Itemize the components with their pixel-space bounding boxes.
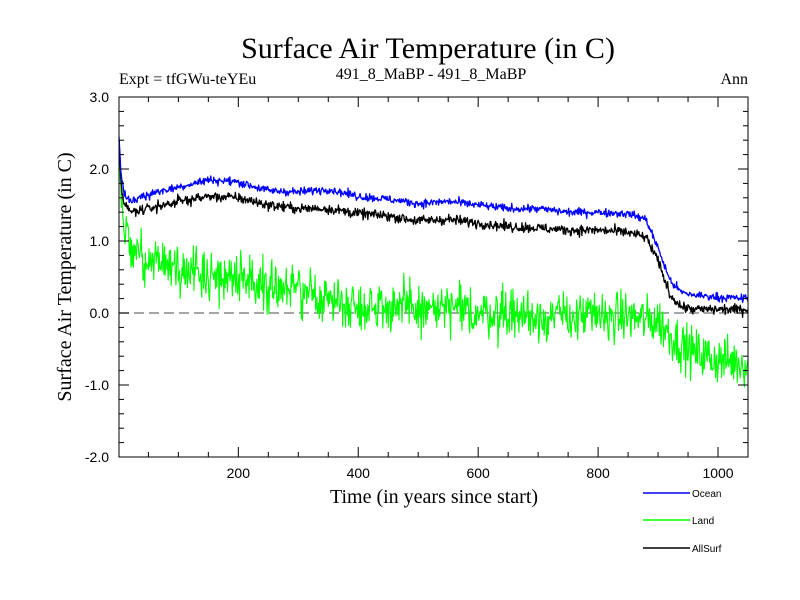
y-tick-label: -2.0 [85, 449, 109, 465]
y-tick-label: 3.0 [90, 89, 110, 105]
x-tick-label: 800 [586, 465, 610, 481]
y-tick-label: -1.0 [85, 377, 109, 393]
x-tick-label: 600 [466, 465, 490, 481]
series-line-allsurf [118, 140, 749, 318]
experiment-label: Expt = tfGWu-teYEu [119, 71, 256, 88]
x-axis-label: Time (in years since start) [330, 486, 538, 508]
axis-ticks: 200 400 600 800 1000 -2.0 -1.0 0.0 1.0 2.0 3.0 [85, 89, 749, 481]
legend: Ocean Land AllSurf [643, 489, 722, 555]
x-tick-label: 400 [347, 465, 371, 481]
y-tick-label: 2.0 [90, 161, 110, 177]
x-tick-label: 200 [227, 465, 251, 481]
legend-label-allsurf: AllSurf [692, 544, 722, 555]
legend-label-ocean: Ocean [692, 489, 721, 500]
plot-area [118, 136, 749, 388]
y-tick-label: 0.0 [90, 305, 110, 321]
legend-label-land: Land [692, 516, 714, 527]
run-label: 491_8_MaBP - 491_8_MaBP [336, 66, 527, 83]
season-label: Ann [720, 71, 748, 88]
series-line-land [118, 147, 749, 388]
y-axis-label: Surface Air Temperature (in C) [54, 152, 76, 401]
chart-title: Surface Air Temperature (in C) [241, 32, 615, 65]
y-tick-label: 1.0 [90, 233, 110, 249]
series-line-ocean [118, 136, 749, 304]
plot-frame [118, 96, 749, 458]
x-tick-label: 1000 [702, 465, 733, 481]
